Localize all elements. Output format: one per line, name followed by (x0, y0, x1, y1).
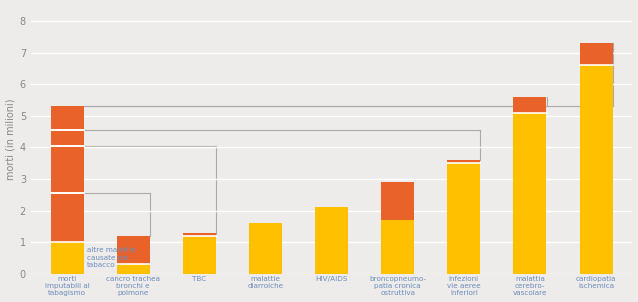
Y-axis label: morti (in milioni): morti (in milioni) (6, 99, 15, 180)
Bar (50, 146, 84, 193)
Bar (382, 220, 414, 274)
Bar (579, 66, 612, 274)
Bar (183, 236, 216, 274)
Bar (382, 182, 414, 220)
Bar (447, 160, 480, 163)
Bar (50, 193, 84, 242)
Bar (447, 163, 480, 274)
Text: altre malattie
causate dal
tabacco: altre malattie causate dal tabacco (87, 247, 136, 268)
Bar (117, 264, 150, 274)
Bar (50, 130, 84, 146)
Bar (579, 43, 612, 66)
Bar (315, 207, 348, 274)
Bar (117, 236, 150, 264)
Bar (514, 113, 547, 274)
Bar (183, 233, 216, 236)
Bar (514, 97, 547, 113)
Bar (50, 107, 84, 130)
Bar (249, 223, 282, 274)
Bar (50, 242, 84, 274)
